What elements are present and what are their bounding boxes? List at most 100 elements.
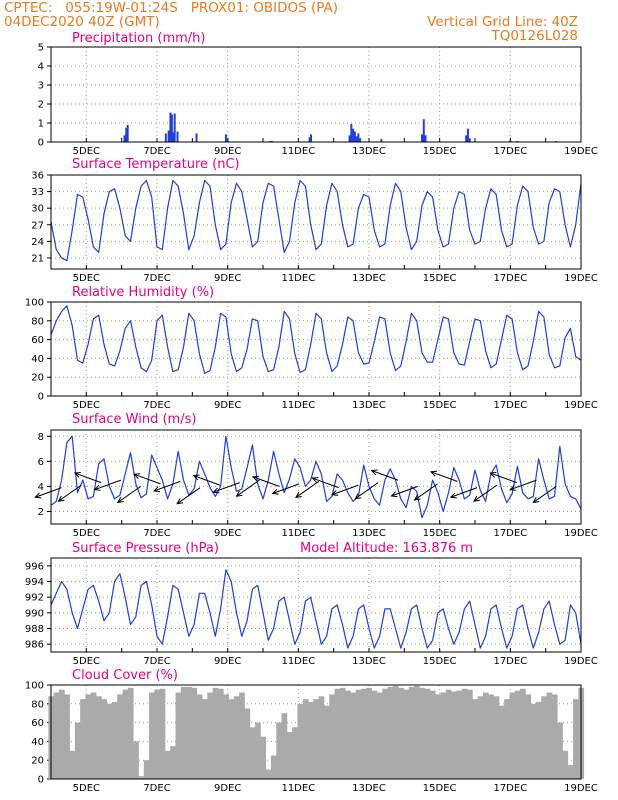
pressure-xtick-label: 7DEC <box>143 656 170 667</box>
panel-cloud-cover: Cloud Cover (%) 0 20 40 60 80 100 5DEC 7DEC 9DEC… <box>25 668 598 794</box>
cloud-bar <box>456 690 463 779</box>
wind-arrow-shaft <box>193 475 221 486</box>
cloud-xtick-label: 5DEC <box>73 783 100 794</box>
pressure-ytick-label: 994 <box>25 577 44 588</box>
wind-arrow-head <box>73 471 81 478</box>
cloud-bar <box>345 690 351 779</box>
cloud-bar <box>217 688 224 779</box>
precip-bar <box>167 130 170 142</box>
precip-bar <box>226 138 229 142</box>
cloud-bar <box>472 699 479 779</box>
cloud-bar <box>514 690 521 779</box>
wind-arrow-shaft <box>331 484 359 496</box>
wind-arrow-shaft <box>509 479 537 491</box>
cloud-bar <box>382 688 388 779</box>
header-date: 04DEC2020 40Z (GMT) <box>4 14 160 30</box>
cloud-bar <box>180 686 187 779</box>
temp-xtick-label: 11DEC <box>281 273 315 284</box>
wind-arrow-shaft <box>153 480 181 492</box>
wind-ytick-label: 4 <box>38 482 44 493</box>
cloud-bar <box>138 776 145 779</box>
cloud-bar <box>270 755 277 779</box>
wind-xtick-label: 9DEC <box>214 528 241 539</box>
temp-frame <box>50 174 582 270</box>
precip-bar <box>125 127 128 142</box>
cloud-bar <box>403 689 410 779</box>
cloud-bar <box>212 687 219 779</box>
cloud-bar <box>361 688 367 779</box>
wind-arrow-shaft <box>74 472 102 484</box>
cloud-bar <box>74 722 81 779</box>
pressure-frame <box>50 557 582 653</box>
wind-arrow-head <box>390 491 398 498</box>
precip-bar <box>173 113 176 142</box>
cloud-bar <box>191 687 198 779</box>
temp-ytick-label: 36 <box>31 171 44 182</box>
wind-arrow-shaft <box>94 479 122 491</box>
cloud-ytick-label: 60 <box>31 718 44 729</box>
wind-arrow-head <box>212 487 220 494</box>
precip-bar <box>509 140 512 142</box>
wind-xtick-label: 5DEC <box>73 528 100 539</box>
temp-ytick-label: 21 <box>31 253 44 264</box>
cloud-bar <box>339 687 346 779</box>
wind-arrow-shaft <box>312 477 339 489</box>
cloud-bar <box>276 722 282 779</box>
wind-arrow-shaft <box>473 484 498 502</box>
cloud-bar <box>509 692 516 779</box>
cloud-bar <box>69 750 76 779</box>
cloud-bar <box>498 705 505 779</box>
cloud-title: Cloud Cover (%) <box>72 668 178 683</box>
cloud-bar <box>96 696 102 779</box>
cloud-bar <box>281 713 288 779</box>
wind-arrow-shaft <box>176 487 201 505</box>
cloud-bar <box>482 692 489 779</box>
wind-arrow-shaft <box>414 483 438 501</box>
precip-xtick-label: 13DEC <box>352 146 386 157</box>
wind-arrow-head <box>133 473 141 479</box>
cloud-bar <box>541 696 547 779</box>
cloud-bar <box>292 727 298 779</box>
wind-arrow-shaft <box>391 485 418 497</box>
pressure-xtick-label: 19DEC <box>564 656 598 667</box>
cloud-bar <box>117 694 123 779</box>
cloud-bar <box>159 688 166 779</box>
cloud-bar <box>286 732 293 779</box>
wind-xtick-label: 19DEC <box>564 528 598 539</box>
pressure-ytick-label: 992 <box>25 593 44 604</box>
cloud-bar <box>477 696 484 779</box>
wind-arrow-shaft <box>35 487 62 498</box>
wind-arrow-shaft <box>371 470 399 481</box>
cloud-bar <box>530 703 537 779</box>
precip-xtick-label: 15DEC <box>423 146 457 157</box>
humidity-xtick-label: 11DEC <box>281 400 315 411</box>
wind-arrow-head <box>370 469 378 476</box>
wind-arrow-head <box>311 476 319 483</box>
cloud-bar <box>355 689 362 779</box>
panel-pressure: Surface Pressure (hPa) Model Altitude: 1… <box>25 541 598 667</box>
humidity-ytick-label: 80 <box>31 316 44 327</box>
precip-bar <box>308 137 311 142</box>
temp-xtick-label: 17DEC <box>493 273 527 284</box>
precip-xtick-label: 7DEC <box>143 146 170 157</box>
cloud-bar <box>398 687 404 779</box>
cloud-ytick-label: 100 <box>25 681 44 692</box>
wind-arrow-head <box>176 498 184 505</box>
wind-series-line <box>50 435 582 519</box>
cloud-bar <box>196 694 203 779</box>
humidity-ytick-label: 20 <box>31 373 44 384</box>
cloud-bar <box>535 701 542 779</box>
wind-arrow-shaft <box>58 484 82 502</box>
header-station: CPTEC: 055:19W-01:24S PROX01: OBIDOS (PA… <box>4 0 339 16</box>
precip-ytick-label: 4 <box>38 62 44 73</box>
wind-ytick-label: 8 <box>38 432 44 443</box>
pressure-xtick-label: 5DEC <box>73 656 100 667</box>
wind-arrow-head <box>192 474 200 481</box>
precip-bar <box>355 136 358 142</box>
temp-xtick-label: 5DEC <box>73 273 100 284</box>
cloud-xtick-label: 15DEC <box>423 783 457 794</box>
cloud-bar <box>504 699 510 779</box>
cloud-ytick-label: 40 <box>31 737 44 748</box>
wind-arrow-head <box>116 496 124 504</box>
wind-arrow-head <box>152 486 161 493</box>
